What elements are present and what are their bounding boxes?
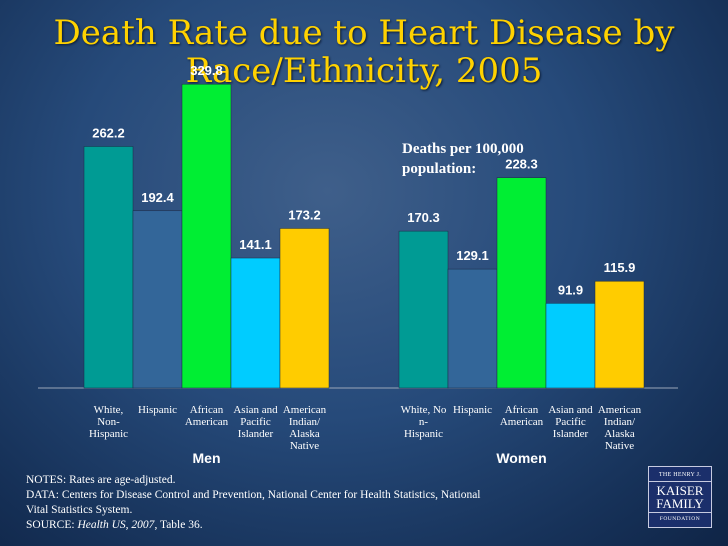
source-line: SOURCE: Health US, 2007, Table 36. <box>26 518 626 533</box>
bar-men-3 <box>230 257 281 389</box>
data-label-women-4: 115.9 <box>604 260 636 275</box>
bar-men-2 <box>181 83 232 389</box>
kaiser-family-foundation-logo: THE HENRY J. KAISER FAMILY FOUNDATION <box>648 466 712 528</box>
category-label-men-0: White, Non-Hispanic <box>89 404 128 440</box>
logo-line-3: FAMILY <box>649 497 711 513</box>
category-label-women-0: White, No n-Hispanic <box>401 404 447 440</box>
category-label-women-4: American Indian/Alaska Native <box>598 404 642 452</box>
logo-line-2: KAISER <box>649 481 711 497</box>
notes-line: NOTES: Rates are age-adjusted. <box>26 474 176 486</box>
group-label-men: Men <box>193 450 221 466</box>
data-label-women-1: 129.1 <box>456 248 489 263</box>
unit-label: Deaths per 100,000 population: <box>402 141 524 177</box>
data-label-men-2: 329.8 <box>190 63 223 78</box>
data-label-men-3: 141.1 <box>239 237 272 252</box>
category-label-men-3: Asian and Pacific Islander <box>233 404 278 440</box>
chart-title: Death Rate due to Heart Disease by Race/… <box>53 13 675 91</box>
source-prefix: SOURCE: <box>26 519 78 531</box>
category-label-women-2: African American <box>500 404 544 428</box>
source-title: Health US, 2007 <box>77 519 155 531</box>
bar-men-0 <box>83 146 134 389</box>
bar-women-0 <box>398 230 449 389</box>
bar-men-4 <box>279 228 330 389</box>
data-label-men-4: 173.2 <box>288 207 321 222</box>
data-source-line-cont: Vital Statistics System. <box>26 504 133 516</box>
data-label-men-0: 262.2 <box>92 125 125 140</box>
source-rest: , Table 36. <box>154 519 203 531</box>
data-label-women-0: 170.3 <box>407 210 440 225</box>
logo-line-4: FOUNDATION <box>659 516 701 522</box>
bar-men-1 <box>132 210 183 389</box>
category-label-men-2: African American <box>185 404 229 428</box>
category-label-men-1: Hispanic <box>138 404 177 416</box>
data-source-line: DATA: Centers for Disease Control and Pr… <box>26 489 481 501</box>
chart-notes: NOTES: Rates are age-adjusted. DATA: Cen… <box>26 473 626 533</box>
data-label-women-3: 91.9 <box>558 282 583 297</box>
logo-line-1: THE HENRY J. <box>658 472 702 478</box>
data-label-women-2: 228.3 <box>505 157 538 172</box>
group-label-women: Women <box>496 450 546 466</box>
category-label-men-4: American Indian/Alaska Native <box>283 404 327 452</box>
bar-women-3 <box>545 303 596 389</box>
data-label-men-1: 192.4 <box>141 190 174 205</box>
category-label-women-3: Asian and Pacific Islander <box>548 404 593 440</box>
bar-women-4 <box>594 280 645 389</box>
bar-women-2 <box>496 177 547 389</box>
bar-women-1 <box>447 268 498 389</box>
category-label-women-1: Hispanic <box>453 404 492 416</box>
